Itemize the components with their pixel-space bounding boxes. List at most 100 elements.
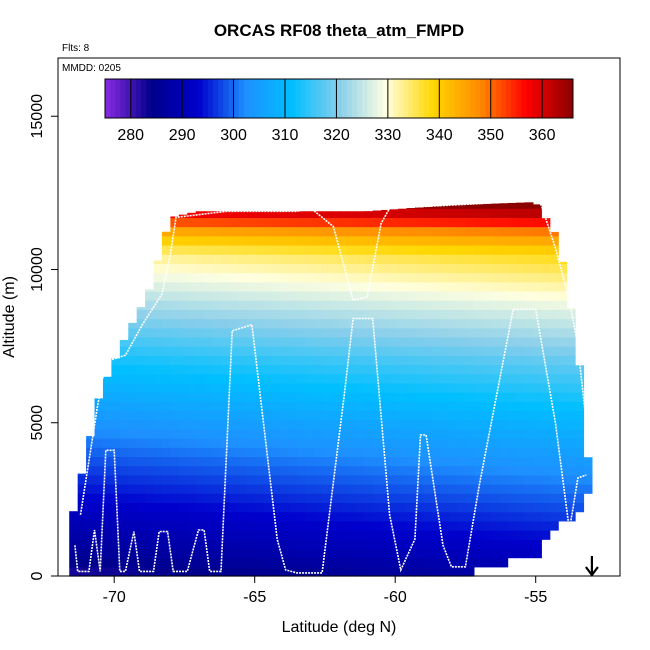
heatmap-cell bbox=[77, 474, 87, 485]
heatmap-cell bbox=[170, 226, 180, 237]
heatmap-cell bbox=[339, 520, 349, 531]
heatmap-cell bbox=[313, 300, 323, 310]
colorbar-segment bbox=[171, 79, 178, 118]
heatmap-cell bbox=[271, 502, 281, 513]
heatmap-cell bbox=[355, 217, 365, 228]
heatmap-cell bbox=[440, 428, 450, 439]
heatmap-cell bbox=[575, 428, 585, 439]
colorbar-segment bbox=[326, 79, 332, 118]
heatmap-cell bbox=[490, 355, 500, 366]
heatmap-cell bbox=[263, 465, 273, 476]
colorbar-tick-label: 320 bbox=[323, 127, 350, 144]
heatmap-cell bbox=[372, 309, 382, 320]
heatmap-cell bbox=[507, 235, 517, 246]
heatmap-cell bbox=[549, 520, 559, 531]
heatmap-cell bbox=[187, 355, 197, 366]
heatmap-cell bbox=[414, 226, 424, 237]
heatmap-cell bbox=[229, 355, 239, 366]
heatmap-cell bbox=[178, 318, 188, 329]
heatmap-cell bbox=[187, 428, 197, 439]
heatmap-cell bbox=[212, 382, 222, 393]
heatmap-cell bbox=[347, 502, 357, 513]
heatmap-cell bbox=[170, 539, 180, 550]
heatmap-cell bbox=[204, 447, 214, 458]
heatmap-cell bbox=[364, 263, 374, 274]
heatmap-cell bbox=[448, 484, 458, 494]
heatmap-cell bbox=[288, 557, 298, 568]
heatmap-cell bbox=[389, 484, 399, 494]
heatmap-cell bbox=[254, 465, 264, 476]
heatmap-cell bbox=[339, 465, 349, 476]
heatmap-cell bbox=[507, 202, 517, 209]
heatmap-cell bbox=[178, 355, 188, 366]
heatmap-cell bbox=[246, 318, 256, 329]
heatmap-cell bbox=[119, 346, 129, 356]
heatmap-cell bbox=[465, 401, 475, 412]
heatmap-cell bbox=[355, 272, 365, 283]
heatmap-cell bbox=[153, 392, 163, 402]
heatmap-cell bbox=[473, 244, 483, 255]
heatmap-cell bbox=[288, 364, 298, 375]
heatmap-cell bbox=[541, 272, 551, 283]
heatmap-cell bbox=[279, 530, 290, 540]
heatmap-cell bbox=[339, 382, 349, 393]
heatmap-cell bbox=[136, 511, 146, 522]
heatmap-cell bbox=[457, 548, 467, 559]
heatmap-cell bbox=[86, 520, 96, 531]
heatmap-cell bbox=[271, 226, 281, 237]
heatmap-cell bbox=[406, 530, 416, 540]
heatmap-cell bbox=[254, 327, 264, 338]
heatmap-cell bbox=[423, 410, 433, 421]
heatmap-cell bbox=[448, 373, 458, 384]
heatmap-cell bbox=[263, 327, 273, 338]
heatmap-cell bbox=[288, 217, 298, 228]
heatmap-cell bbox=[355, 235, 365, 246]
heatmap-cell bbox=[490, 401, 500, 412]
heatmap-cell bbox=[246, 300, 256, 310]
heatmap-cell bbox=[271, 272, 281, 283]
heatmap-cell bbox=[507, 493, 517, 504]
heatmap-cell bbox=[490, 226, 500, 237]
heatmap-cell bbox=[389, 382, 399, 393]
heatmap-cell bbox=[229, 226, 239, 237]
heatmap-cell bbox=[347, 520, 357, 531]
heatmap-cell bbox=[473, 235, 483, 246]
colorbar-tick-label: 360 bbox=[529, 127, 556, 144]
heatmap-cell bbox=[313, 548, 323, 559]
heatmap-cell bbox=[423, 290, 433, 301]
heatmap-cell bbox=[288, 530, 298, 540]
heatmap-cell bbox=[187, 272, 197, 283]
heatmap-cell bbox=[541, 410, 551, 421]
heatmap-cell bbox=[583, 465, 593, 476]
heatmap-cell bbox=[246, 484, 256, 494]
heatmap-cell bbox=[322, 520, 332, 531]
heatmap-cell bbox=[364, 235, 374, 246]
heatmap-cell bbox=[482, 484, 492, 494]
heatmap-cell bbox=[170, 318, 180, 329]
heatmap-cell bbox=[69, 566, 79, 577]
x-axis: -70 -65 -60 -55 bbox=[103, 576, 547, 606]
heatmap-cell bbox=[364, 211, 374, 218]
heatmap-cell bbox=[398, 235, 408, 246]
heatmap-cell bbox=[473, 419, 483, 430]
heatmap-cell bbox=[237, 217, 247, 228]
heatmap-cell bbox=[212, 502, 222, 513]
heatmap-cell bbox=[288, 484, 298, 494]
heatmap-cell bbox=[507, 520, 517, 531]
heatmap-cell bbox=[549, 327, 559, 338]
heatmap-cell bbox=[473, 272, 483, 283]
heatmap-cell bbox=[389, 355, 399, 366]
heatmap-cell bbox=[372, 327, 382, 338]
heatmap-cell bbox=[440, 300, 450, 310]
heatmap-cell bbox=[94, 401, 104, 412]
heatmap-cell bbox=[187, 484, 197, 494]
heatmap-cell bbox=[204, 557, 214, 568]
heatmap-cell bbox=[161, 447, 171, 458]
heatmap-cell bbox=[558, 484, 568, 494]
heatmap-cell bbox=[423, 327, 433, 338]
heatmap-cell bbox=[431, 502, 441, 513]
heatmap-cell bbox=[398, 355, 408, 366]
heatmap-cell bbox=[532, 217, 542, 228]
heatmap-cell bbox=[322, 493, 332, 504]
heatmap-cell bbox=[575, 419, 585, 430]
